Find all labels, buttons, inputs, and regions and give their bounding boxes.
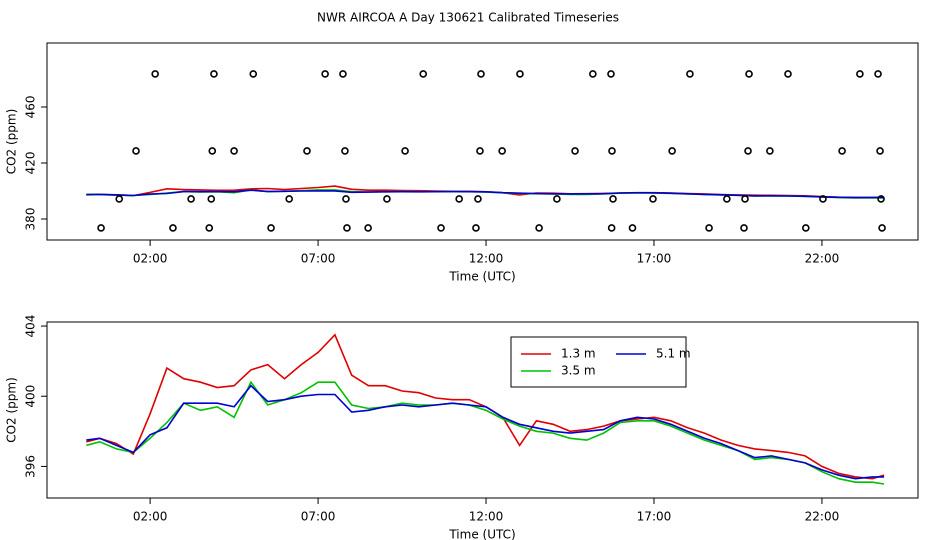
x-axis-label: Time (UTC) <box>448 270 515 284</box>
data-point <box>437 224 445 232</box>
data-point <box>474 195 482 203</box>
data-point <box>589 70 597 78</box>
data-point <box>208 147 217 155</box>
y-tick-label: 396 <box>24 455 38 478</box>
data-point <box>477 70 485 78</box>
data-point <box>97 224 105 232</box>
x-tick-label: 22:00 <box>805 510 840 524</box>
data-point <box>132 147 140 155</box>
data-point <box>856 70 864 78</box>
data-point <box>740 224 748 232</box>
data-point <box>342 195 350 203</box>
data-point <box>343 224 351 232</box>
data-point <box>838 147 846 155</box>
data-point <box>321 70 329 78</box>
data-point <box>169 224 177 232</box>
x-tick-label: 17:00 <box>637 510 672 524</box>
data-point <box>210 70 218 78</box>
data-point <box>498 147 506 155</box>
data-point <box>686 70 694 78</box>
data-point <box>609 195 617 203</box>
data-point <box>205 224 214 232</box>
x-tick-label: 12:00 <box>469 510 504 524</box>
y-axis-label: CO2 (ppm) <box>5 377 19 443</box>
data-point <box>187 195 195 203</box>
y-tick-label: 380 <box>24 208 38 231</box>
legend-label: 1.3 m <box>561 347 596 361</box>
chart-title: NWR AIRCOA A Day 130621 Calibrated Times… <box>317 11 619 25</box>
data-point <box>285 195 293 203</box>
data-point <box>151 70 159 78</box>
data-point <box>455 195 463 203</box>
data-point <box>339 70 347 78</box>
data-point <box>744 147 752 155</box>
y-tick-label: 400 <box>24 385 38 408</box>
data-line <box>86 189 885 199</box>
y-tick-label: 420 <box>24 152 38 175</box>
x-tick-label: 07:00 <box>301 252 336 266</box>
x-tick-label: 12:00 <box>469 252 504 266</box>
x-tick-label: 17:00 <box>637 252 672 266</box>
x-tick-label: 22:00 <box>805 252 840 266</box>
data-point <box>723 195 731 203</box>
y-axis-label: CO2 (ppm) <box>5 109 19 175</box>
data-point <box>383 195 391 203</box>
data-point <box>571 147 579 155</box>
data-point <box>115 195 124 203</box>
data-point <box>819 195 827 203</box>
data-point <box>607 70 615 78</box>
data-point <box>877 195 885 203</box>
data-point <box>705 224 713 232</box>
data-point <box>535 224 543 232</box>
data-point <box>878 224 886 232</box>
x-tick-label: 07:00 <box>301 510 336 524</box>
data-point <box>608 147 616 155</box>
legend-label: 5.1 m <box>656 347 691 361</box>
y-tick-label: 404 <box>24 315 38 338</box>
data-point <box>419 70 428 78</box>
y-tick-label: 460 <box>24 96 38 119</box>
data-point <box>745 70 753 78</box>
data-line <box>86 384 885 480</box>
data-point <box>741 195 749 203</box>
data-point <box>802 224 810 232</box>
data-point <box>874 70 882 78</box>
x-tick-label: 02:00 <box>133 252 168 266</box>
data-point <box>207 195 216 203</box>
data-point <box>876 147 884 155</box>
data-point <box>230 147 238 155</box>
data-point <box>668 147 676 155</box>
data-point <box>267 224 275 232</box>
data-line <box>86 380 885 485</box>
data-point <box>628 224 637 232</box>
x-tick-label: 02:00 <box>133 510 168 524</box>
data-point <box>553 195 561 203</box>
data-point <box>649 195 657 203</box>
x-axis-label: Time (UTC) <box>448 528 515 540</box>
data-point <box>476 147 484 155</box>
data-point <box>249 70 258 78</box>
legend-box <box>510 336 687 388</box>
data-point <box>472 224 480 232</box>
data-point <box>401 147 409 155</box>
data-point <box>784 70 792 78</box>
data-point <box>364 224 372 232</box>
plot-frame <box>46 42 919 241</box>
data-point <box>607 224 616 232</box>
data-point <box>303 147 311 155</box>
data-point <box>766 147 774 155</box>
legend-label: 3.5 m <box>561 364 596 378</box>
plot-frame <box>46 321 919 499</box>
data-point <box>341 147 349 155</box>
data-point <box>516 70 524 78</box>
